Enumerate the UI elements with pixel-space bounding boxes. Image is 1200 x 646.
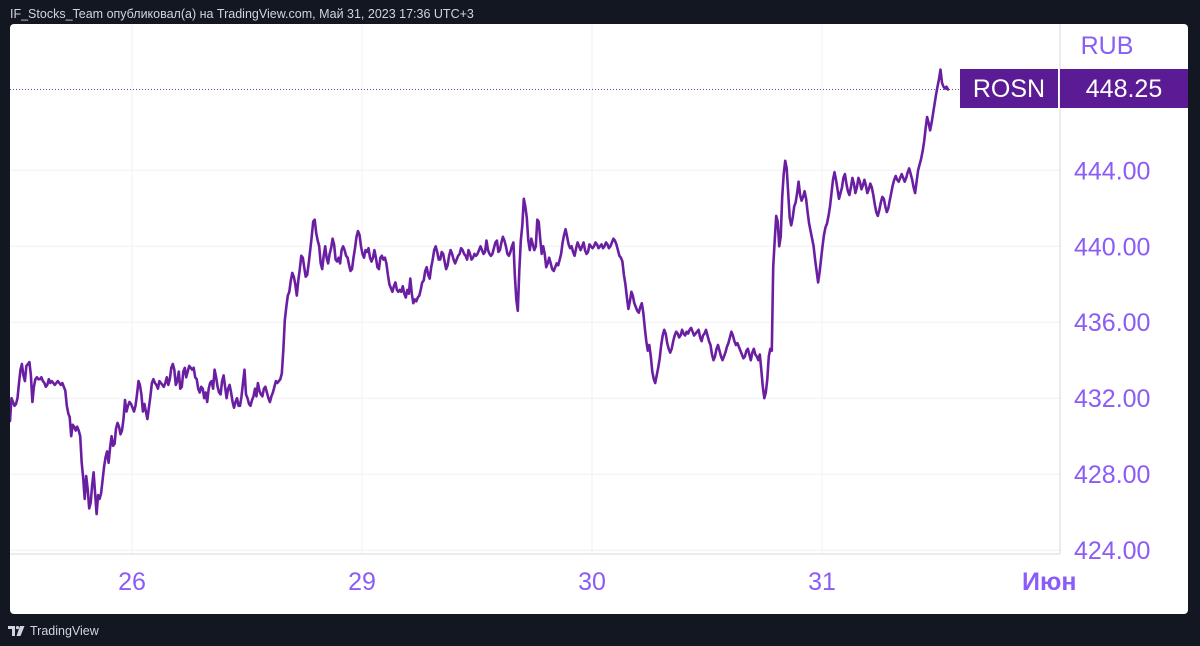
attribution-header: IF_Stocks_Team опубликовал(а) на Trading…	[10, 7, 474, 21]
x-tick-label: 26	[118, 568, 146, 596]
price-chart[interactable]: 424.00 428.00 432.00 436.00 440.00 444.00 26 29…	[10, 24, 1188, 614]
x-tick-label: 30	[578, 568, 606, 596]
y-tick-label: 440.00	[1074, 233, 1150, 261]
y-tick-label: 444.00	[1074, 157, 1150, 185]
x-tick-label: 29	[348, 568, 376, 596]
symbol-label: ROSN	[973, 75, 1045, 103]
grid-lines	[10, 24, 1060, 554]
y-tick-label: 436.00	[1074, 309, 1150, 337]
tradingview-logo-icon	[8, 626, 25, 636]
last-price-badge	[1060, 69, 1188, 108]
y-tick-label: 424.00	[1074, 537, 1150, 565]
x-tick-label: 31	[808, 568, 836, 596]
y-tick-label: 428.00	[1074, 461, 1150, 489]
last-price-label: 448.25	[1086, 75, 1162, 103]
x-tick-label: Июн	[1022, 568, 1076, 596]
footer-brand-label: TradingView	[30, 624, 99, 638]
price-series-line	[10, 68, 950, 516]
axis-labels: RUB ROSN 448.25	[960, 32, 1188, 108]
chart-axes: 424.00 428.00 432.00 436.00 440.00 444.00 26 29…	[10, 24, 1150, 596]
chart-panel[interactable]: 424.00 428.00 432.00 436.00 440.00 444.00 26 29…	[10, 24, 1188, 614]
footer-branding: TradingView	[8, 622, 99, 640]
currency-label: RUB	[1081, 32, 1134, 60]
y-tick-label: 432.00	[1074, 385, 1150, 413]
symbol-badge	[960, 69, 1058, 108]
